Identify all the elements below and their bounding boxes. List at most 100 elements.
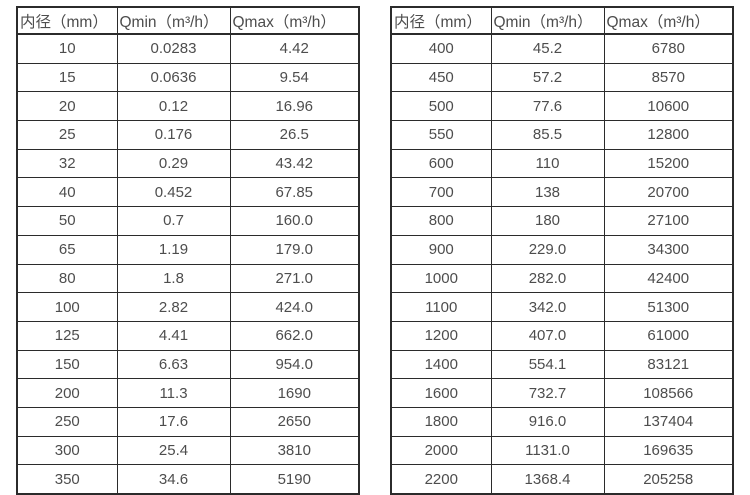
table-body: 10 0.0283 4.42 15 0.0636 9.54 20 0.12 16.96 25 0.1… xyxy=(16,33,360,495)
table-cell: 500 xyxy=(390,91,492,122)
table-cell: 1.8 xyxy=(116,263,231,294)
table-row: 25 0.176 26.5 xyxy=(16,120,360,150)
table-cell: 700 xyxy=(390,177,492,208)
table-cell: 250 xyxy=(16,406,118,437)
table-header-row: 内径（mm） Qmin（m³/h） Qmax（m³/h） xyxy=(390,6,734,35)
table-cell: 2.82 xyxy=(116,292,231,322)
table-cell: 150 xyxy=(16,349,118,380)
table-cell: 10 xyxy=(16,33,118,64)
table-cell: 180 xyxy=(490,206,605,236)
table-cell: 42400 xyxy=(603,263,734,294)
table-cell: 25.4 xyxy=(116,435,231,466)
table-cell: 67.85 xyxy=(229,177,360,208)
table-cell: 26.5 xyxy=(229,120,360,150)
table-cell: 916.0 xyxy=(490,406,605,437)
table-cell: 34.6 xyxy=(116,464,231,495)
table-cell: 6780 xyxy=(603,33,734,64)
table-row: 250 17.6 2650 xyxy=(16,406,360,437)
table-cell: 11.3 xyxy=(116,378,231,408)
table-cell: 1690 xyxy=(229,378,360,408)
table-row: 100 2.82 424.0 xyxy=(16,292,360,322)
table-cell: 10600 xyxy=(603,91,734,122)
table-row: 15 0.0636 9.54 xyxy=(16,62,360,93)
table-row: 40 0.452 67.85 xyxy=(16,177,360,208)
table-cell: 271.0 xyxy=(229,263,360,294)
table-cell: 20 xyxy=(16,91,118,122)
table-cell: 85.5 xyxy=(490,120,605,150)
col-header-inner-diameter: 内径（mm） xyxy=(390,6,492,35)
table-cell: 100 xyxy=(16,292,118,322)
table-row: 32 0.29 43.42 xyxy=(16,148,360,179)
col-header-qmin: Qmin（m³/h） xyxy=(116,6,231,35)
table-row: 350 34.6 5190 xyxy=(16,464,360,495)
col-header-qmax: Qmax（m³/h） xyxy=(603,6,734,35)
table-cell: 1600 xyxy=(390,378,492,408)
table-cell: 800 xyxy=(390,206,492,236)
table-cell: 282.0 xyxy=(490,263,605,294)
table-cell: 0.0283 xyxy=(116,33,231,64)
table-cell: 40 xyxy=(16,177,118,208)
table-cell: 83121 xyxy=(603,349,734,380)
table-cell: 61000 xyxy=(603,320,734,351)
table-cell: 0.7 xyxy=(116,206,231,236)
table-cell: 0.0636 xyxy=(116,62,231,93)
table-cell: 8570 xyxy=(603,62,734,93)
table-row: 2200 1368.4 205258 xyxy=(390,464,734,495)
table-row: 1000 282.0 42400 xyxy=(390,263,734,294)
table-cell: 50 xyxy=(16,206,118,236)
table-cell: 0.29 xyxy=(116,148,231,179)
table-row: 125 4.41 662.0 xyxy=(16,320,360,351)
table-cell: 5190 xyxy=(229,464,360,495)
table-row: 400 45.2 6780 xyxy=(390,33,734,64)
table-cell: 1800 xyxy=(390,406,492,437)
table-row: 1200 407.0 61000 xyxy=(390,320,734,351)
table-row: 2000 1131.0 169635 xyxy=(390,435,734,466)
table-cell: 17.6 xyxy=(116,406,231,437)
table-cell: 1100 xyxy=(390,292,492,322)
table-cell: 2200 xyxy=(390,464,492,495)
table-cell: 900 xyxy=(390,234,492,265)
table-row: 1600 732.7 108566 xyxy=(390,378,734,408)
table-header-row: 内径（mm） Qmin（m³/h） Qmax（m³/h） xyxy=(16,6,360,35)
table-row: 65 1.19 179.0 xyxy=(16,234,360,265)
table-cell: 0.176 xyxy=(116,120,231,150)
table-cell: 27100 xyxy=(603,206,734,236)
table-cell: 45.2 xyxy=(490,33,605,64)
table-row: 200 11.3 1690 xyxy=(16,378,360,408)
table-row: 50 0.7 160.0 xyxy=(16,206,360,236)
table-cell: 160.0 xyxy=(229,206,360,236)
table-cell: 80 xyxy=(16,263,118,294)
table-row: 700 138 20700 xyxy=(390,177,734,208)
table-cell: 1368.4 xyxy=(490,464,605,495)
table-cell: 6.63 xyxy=(116,349,231,380)
table-cell: 43.42 xyxy=(229,148,360,179)
table-row: 300 25.4 3810 xyxy=(16,435,360,466)
table-cell: 9.54 xyxy=(229,62,360,93)
table-row: 80 1.8 271.0 xyxy=(16,263,360,294)
table-cell: 25 xyxy=(16,120,118,150)
table-row: 20 0.12 16.96 xyxy=(16,91,360,122)
col-header-qmax: Qmax（m³/h） xyxy=(229,6,360,35)
table-cell: 4.41 xyxy=(116,320,231,351)
table-cell: 108566 xyxy=(603,378,734,408)
table-row: 900 229.0 34300 xyxy=(390,234,734,265)
table-cell: 125 xyxy=(16,320,118,351)
table-cell: 300 xyxy=(16,435,118,466)
table-cell: 3810 xyxy=(229,435,360,466)
table-cell: 407.0 xyxy=(490,320,605,351)
table-body: 400 45.2 6780 450 57.2 8570 500 77.6 10600 550 85.… xyxy=(390,33,734,495)
table-cell: 4.42 xyxy=(229,33,360,64)
table-row: 550 85.5 12800 xyxy=(390,120,734,150)
table-cell: 77.6 xyxy=(490,91,605,122)
table-cell: 554.1 xyxy=(490,349,605,380)
col-header-qmin: Qmin（m³/h） xyxy=(490,6,605,35)
table-cell: 600 xyxy=(390,148,492,179)
table-cell: 1131.0 xyxy=(490,435,605,466)
table-cell: 200 xyxy=(16,378,118,408)
table-cell: 169635 xyxy=(603,435,734,466)
table-cell: 450 xyxy=(390,62,492,93)
table-cell: 65 xyxy=(16,234,118,265)
table-row: 600 110 15200 xyxy=(390,148,734,179)
table-cell: 137404 xyxy=(603,406,734,437)
table-cell: 205258 xyxy=(603,464,734,495)
